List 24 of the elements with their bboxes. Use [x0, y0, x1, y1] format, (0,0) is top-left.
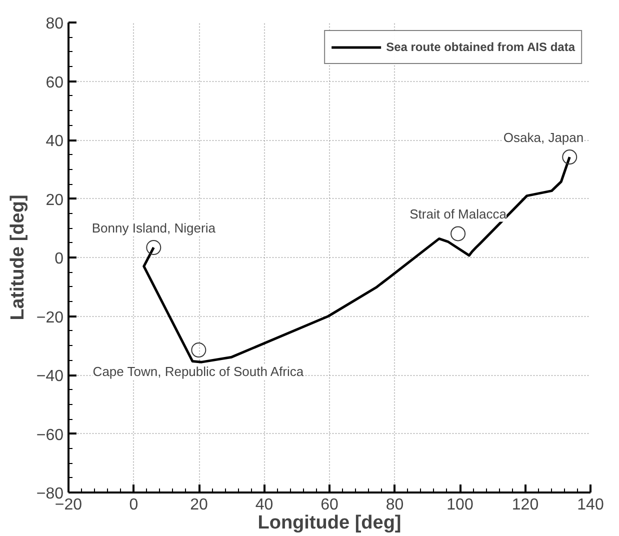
annotation: Bonny Island, Nigeria: [92, 220, 216, 236]
annotation: Cape Town, Republic of South Africa: [92, 364, 304, 380]
y-tick-label: −80: [36, 486, 64, 502]
x-tick-label: 0: [129, 496, 138, 514]
y-tick-label: 60: [46, 74, 64, 92]
y-tick-label: 0: [54, 250, 64, 268]
y-tick-label: 40: [46, 133, 64, 150]
y-tick-label: −60: [36, 426, 64, 444]
y-axis-title: Latitude [deg]: [7, 194, 28, 320]
x-tick-label: 120: [512, 496, 539, 514]
legend-label: Sea route obtained from AIS data: [386, 40, 575, 54]
annotation: Osaka, Japan: [503, 130, 584, 146]
x-tick-label: 80: [386, 496, 404, 514]
y-tick-label: −40: [36, 368, 64, 385]
x-axis-title: Longitude [deg]: [258, 512, 402, 534]
y-tick-label: 80: [46, 16, 64, 32]
x-tick-label: 40: [255, 496, 274, 514]
annotation: Strait of Malacca: [410, 206, 508, 222]
x-tick-label: 140: [577, 496, 604, 514]
x-tick-label: 20: [190, 496, 208, 514]
x-tick-label: 60: [320, 496, 338, 514]
y-tick-label: 20: [46, 192, 64, 209]
x-tick-label: 100: [446, 496, 474, 514]
y-tick-label: −20: [36, 309, 64, 326]
